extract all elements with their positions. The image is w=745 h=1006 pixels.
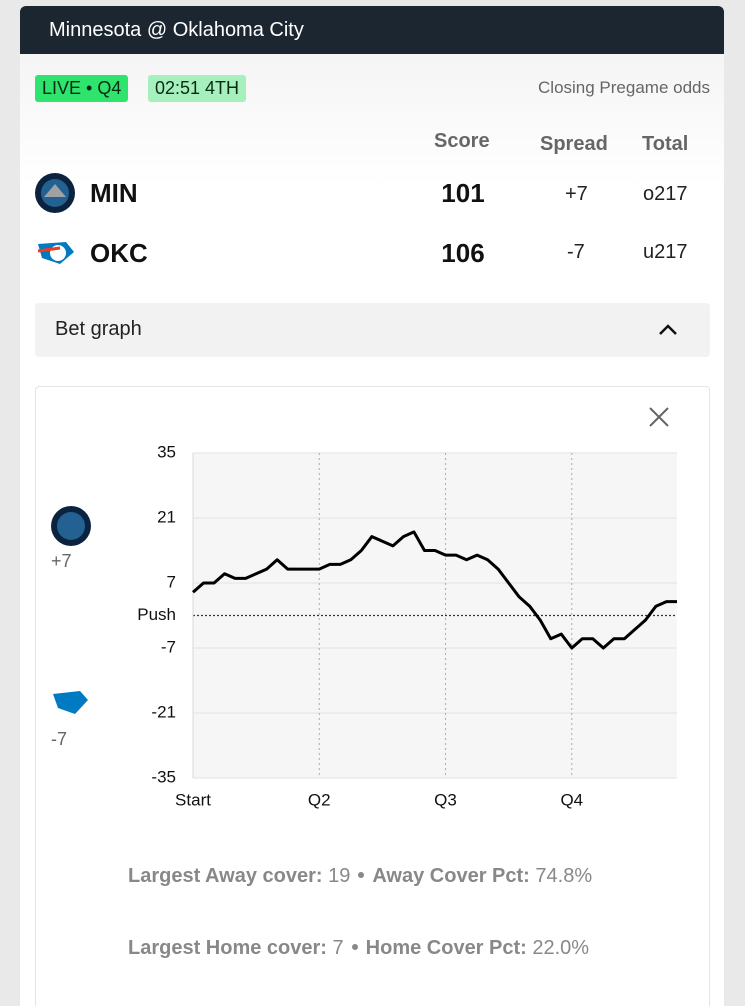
live-badge: LIVE • Q4 — [35, 75, 129, 102]
header-title: Minnesota @ Oklahoma City — [20, 6, 724, 54]
stats-away: Largest Away cover: 19 Away Cover Pct: 74… — [128, 865, 592, 888]
close-button[interactable] — [649, 407, 669, 427]
score-okc: 106 — [441, 238, 485, 268]
col-spread: Spread — [540, 133, 608, 155]
away-label: +7 — [51, 551, 72, 571]
collapse-icon[interactable] — [653, 317, 683, 343]
team-min: MIN — [90, 178, 138, 208]
col-score: Score — [434, 130, 490, 152]
y-tick-label: 21 — [157, 507, 176, 526]
col-total: Total — [642, 133, 689, 155]
min-logo — [35, 173, 75, 213]
y-tick-label: -35 — [151, 767, 176, 786]
x-tick-label: Q3 — [434, 790, 457, 809]
score-min: 101 — [441, 178, 485, 208]
separator — [351, 944, 358, 950]
stat-label: Largest Away cover: — [128, 865, 323, 887]
away-logo-inner — [57, 512, 85, 540]
x-tick-label: Q2 — [308, 790, 331, 809]
total-min: o217 — [643, 183, 688, 205]
stat-value: 7 — [332, 937, 344, 959]
stat-label: Home Cover Pct: — [365, 937, 527, 959]
odds-note: Closing Pregame odds — [538, 78, 710, 97]
x-tick-label: Start — [175, 790, 211, 809]
bet-graph-label: Bet graph — [55, 318, 142, 340]
bet-line — [192, 530, 677, 650]
clock-badge: 02:51 4TH — [148, 75, 247, 102]
total-okc: u217 — [643, 241, 688, 263]
bet-graph-toggle[interactable]: Bet graph — [35, 303, 710, 357]
okc-logo — [37, 242, 74, 264]
stat-label: Largest Home cover: — [128, 937, 327, 959]
x-tick-label: Q4 — [560, 790, 583, 809]
y-tick-label: -21 — [151, 702, 176, 721]
y-tick-label: 7 — [167, 572, 176, 591]
spread-okc: -7 — [567, 241, 585, 263]
team-okc: OKC — [90, 238, 148, 268]
stats-home: Largest Home cover: 7 Home Cover Pct: 22.… — [128, 937, 589, 960]
home-label: -7 — [51, 729, 67, 749]
home-logo — [53, 691, 88, 714]
stat-label: Away Cover Pct: — [372, 865, 530, 887]
y-tick-label: Push — [137, 605, 176, 624]
spread-min: +7 — [565, 183, 588, 205]
stat-value: 74.8% — [535, 865, 593, 887]
stat-value: 22.0% — [532, 937, 590, 959]
stat-value: 19 — [328, 865, 351, 887]
separator — [358, 872, 365, 878]
y-tick-label: 35 — [157, 442, 176, 461]
y-tick-label: -7 — [161, 637, 176, 656]
